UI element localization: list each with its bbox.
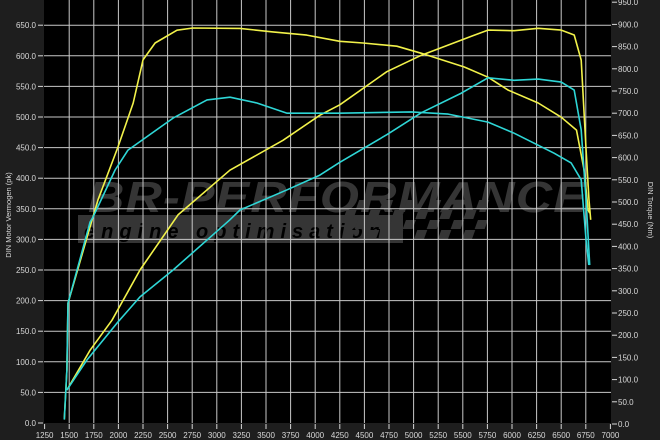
right-axis-title: DIN Torque (Nm) — [646, 182, 655, 239]
tick-label-left: 200.0 — [16, 297, 37, 306]
series-line-3 — [63, 96, 590, 420]
tick-label-right: 950.0 — [618, 0, 639, 7]
watermark-tagline: engine optimisation — [84, 221, 387, 243]
tick-label-right: 900.0 — [618, 20, 639, 29]
series-line-1 — [63, 27, 591, 420]
tick-label-right: 700.0 — [618, 109, 639, 118]
tick-label-left: 100.0 — [16, 358, 37, 367]
tick-label-left: 300.0 — [16, 235, 37, 244]
tick-label-right: 600.0 — [618, 154, 639, 163]
tick-label-right: 0.0 — [618, 420, 630, 429]
tick-label-x: 3500 — [257, 431, 275, 440]
tick-label-right: 650.0 — [618, 131, 639, 140]
tick-label-left: 450.0 — [16, 144, 37, 153]
tick-label-left: 500.0 — [16, 113, 37, 122]
tick-label-x: 6000 — [503, 431, 521, 440]
left-axis: 0.0 50.0 100.0 150.0 200.0 250.0 300.0 350.0 400… — [16, 21, 43, 428]
series-line-0 — [66, 27, 592, 391]
tick-label-x: 6750 — [577, 431, 595, 440]
tick-label-left: 650.0 — [16, 21, 37, 30]
grid — [44, 0, 611, 423]
tick-label-x: 5000 — [405, 431, 423, 440]
tick-label-x: 4000 — [306, 431, 324, 440]
tick-label-x: 2500 — [159, 431, 177, 440]
tick-label-right: 800.0 — [618, 65, 639, 74]
tick-label-x: 4500 — [356, 431, 374, 440]
tick-label-x: 6250 — [528, 431, 546, 440]
tick-label-right: 400.0 — [618, 242, 639, 251]
tick-label-x: 5250 — [429, 431, 447, 440]
tick-label-right: 100.0 — [618, 376, 639, 385]
tick-label-x: 4750 — [380, 431, 398, 440]
tick-label-x: 5500 — [454, 431, 472, 440]
tick-label-left: 0.0 — [25, 419, 37, 428]
tick-label-x: 5750 — [479, 431, 497, 440]
tick-label-x: 1500 — [60, 431, 78, 440]
tick-label-right: 750.0 — [618, 87, 639, 96]
tick-label-x: 2000 — [110, 431, 128, 440]
tick-label-right: 200.0 — [618, 331, 639, 340]
plot-area — [44, 0, 611, 423]
tick-label-x: 3750 — [282, 431, 300, 440]
checkered-flag-icon — [342, 200, 490, 239]
tick-label-right: 550.0 — [618, 176, 639, 185]
tick-label-left: 550.0 — [16, 82, 37, 91]
right-axis: 0.0 50.0 100.0 150.0 200.0 250.0 300.0 350.0 400… — [612, 0, 639, 429]
series-line-2 — [66, 77, 591, 391]
x-axis: 1250 1500 1750 2000 2250 2500 2750 3000 3250 3500… — [36, 424, 620, 440]
tick-label-x: 2250 — [134, 431, 152, 440]
tick-label-right: 300.0 — [618, 287, 639, 296]
tick-label-x: 6500 — [552, 431, 570, 440]
tick-label-left: 250.0 — [16, 266, 37, 275]
tick-label-left: 350.0 — [16, 205, 37, 214]
tick-label-right: 150.0 — [618, 353, 639, 362]
tick-label-right: 350.0 — [618, 265, 639, 274]
tick-label-right: 850.0 — [618, 43, 639, 52]
tick-label-x: 3250 — [233, 431, 251, 440]
series-group — [63, 27, 592, 420]
tick-label-x: 1250 — [36, 431, 54, 440]
tick-label-left: 50.0 — [20, 388, 36, 397]
tick-label-right: 250.0 — [618, 309, 639, 318]
tick-label-x: 1750 — [85, 431, 103, 440]
tick-label-left: 600.0 — [16, 52, 37, 61]
tick-label-x: 3000 — [208, 431, 226, 440]
tick-label-x: 7000 — [602, 431, 620, 440]
tick-label-left: 150.0 — [16, 327, 37, 336]
tick-label-left: 400.0 — [16, 174, 37, 183]
tick-label-x: 2750 — [183, 431, 201, 440]
tick-label-right: 500.0 — [618, 198, 639, 207]
left-axis-title: DIN Motor Vermogen (pk) — [4, 172, 13, 258]
watermark-logo: BR-PERFORMANCE engine optimisation — [78, 173, 589, 243]
tick-label-x: 4250 — [331, 431, 349, 440]
watermark-brand: BR-PERFORMANCE — [88, 173, 589, 222]
tick-label-right: 50.0 — [618, 398, 634, 407]
tick-label-right: 450.0 — [618, 220, 639, 229]
